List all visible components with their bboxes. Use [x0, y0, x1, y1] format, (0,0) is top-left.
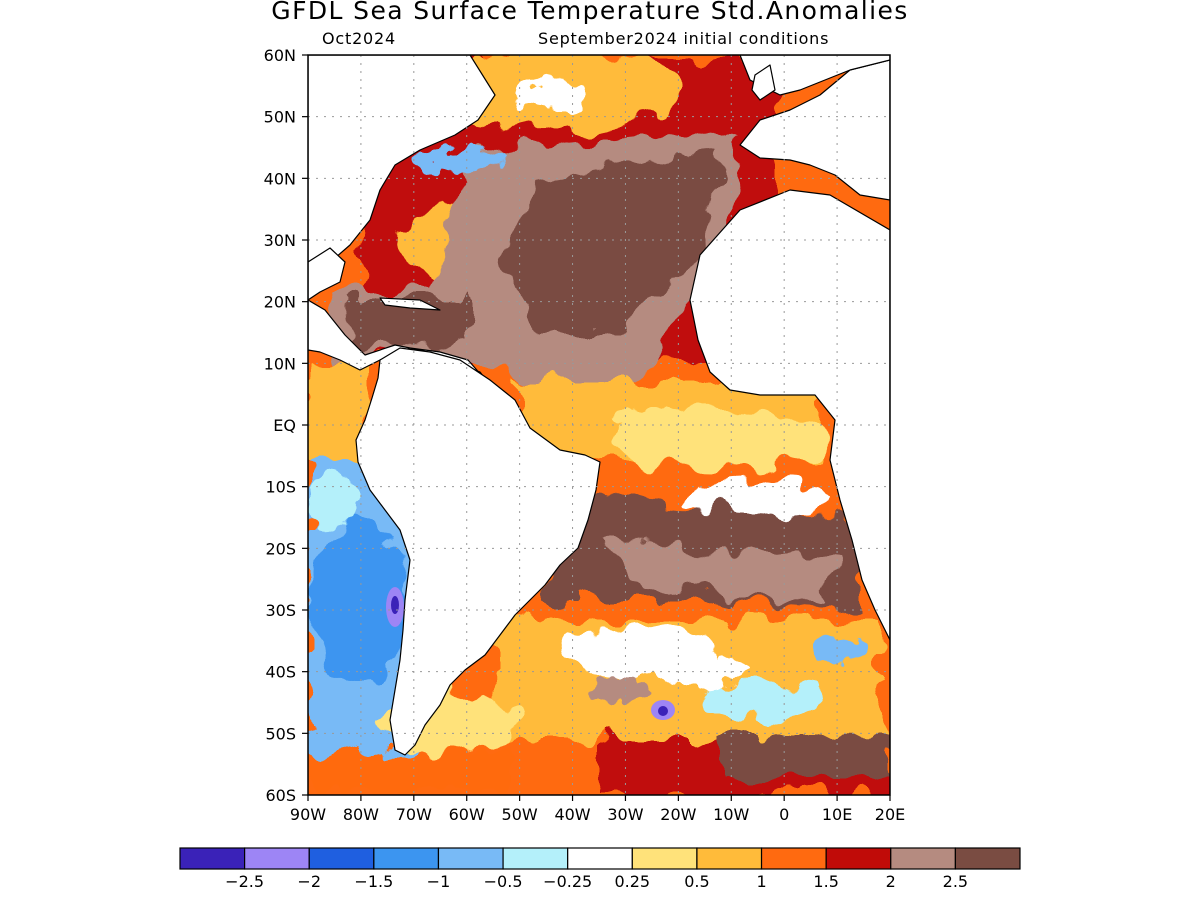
- legend-label: −1.5: [354, 872, 393, 891]
- lon-tick-label: 20W: [660, 805, 696, 824]
- gulf-land: [308, 247, 346, 301]
- longitude-axis: 90W 80W 70W 60W 50W 40W 30W 20W 10W 0 10E 20E: [290, 795, 905, 824]
- lat-tick-label: 30N: [264, 231, 296, 250]
- lat-tick-label: 50S: [265, 724, 296, 743]
- legend-label: −0.5: [484, 872, 523, 891]
- legend-swatch: [308, 847, 375, 870]
- legend-swatch: [825, 847, 892, 870]
- legend-swatch: [244, 847, 310, 870]
- lon-tick-label: 20E: [875, 805, 905, 824]
- legend-swatch: [631, 847, 698, 870]
- lat-tick-label: 10N: [264, 354, 296, 373]
- legend-label: −2.5: [225, 872, 264, 891]
- legend-label: −0.25: [543, 872, 592, 891]
- legend-swatch: [760, 847, 827, 870]
- legend-swatch: [502, 847, 569, 870]
- land-masses: [308, 55, 890, 756]
- lat-tick-label: 20N: [264, 293, 296, 312]
- lon-tick-label: 70W: [396, 805, 432, 824]
- lat-tick-label: 40S: [265, 663, 296, 682]
- initial-conditions: September2024 initial conditions: [538, 29, 830, 48]
- lat-tick-label: EQ: [273, 416, 296, 435]
- legend-label: 2.5: [943, 872, 968, 891]
- lat-tick-label: 60S: [265, 786, 296, 805]
- legend-swatch: [373, 847, 440, 870]
- legend-label: 1.5: [813, 872, 838, 891]
- lat-tick-label: 40N: [264, 169, 296, 188]
- legend-label: −1: [427, 872, 451, 891]
- lon-tick-label: 30W: [607, 805, 643, 824]
- legend-swatch: [890, 847, 956, 870]
- map-title: GFDL Sea Surface Temperature Std.Anomali…: [271, 0, 909, 25]
- lat-tick-label: 30S: [265, 601, 296, 620]
- cuba-land: [379, 297, 441, 311]
- color-legend: −2.5 −2 −1.5 −1 −0.5 −0.25 0.25 0.5 1 1.5 2 2.5: [179, 847, 1021, 891]
- lon-tick-label: 10W: [713, 805, 749, 824]
- legend-swatch: [437, 847, 504, 870]
- forecast-month: Oct2024: [322, 29, 396, 48]
- legend-swatch: [696, 847, 763, 870]
- lon-tick-label: 40W: [554, 805, 590, 824]
- legend-swatch: [179, 847, 246, 870]
- legend-label: 0.5: [684, 872, 709, 891]
- europe-land: [739, 59, 890, 201]
- lon-tick-label: 10E: [822, 805, 852, 824]
- uk-land: [751, 64, 776, 101]
- lon-tick-label: 0: [779, 805, 789, 824]
- lon-tick-label: 80W: [343, 805, 379, 824]
- anomaly-field: [308, 55, 890, 795]
- lon-tick-label: 50W: [502, 805, 538, 824]
- lon-tick-label: 90W: [290, 805, 326, 824]
- latitude-axis: 60N 50N 40N 30N 20N 10N EQ 10S 20S 30S 40S 50S 60S: [264, 46, 308, 805]
- legend-swatch: [567, 847, 633, 870]
- map-gridlines: [308, 55, 890, 795]
- legend-label: −2: [297, 872, 321, 891]
- lat-tick-label: 50N: [264, 108, 296, 127]
- legend-label: 0.25: [614, 872, 650, 891]
- legend-label: 1: [756, 872, 766, 891]
- lat-tick-label: 20S: [265, 539, 296, 558]
- legend-label: 2: [886, 872, 896, 891]
- lat-tick-label: 10S: [265, 478, 296, 497]
- lon-tick-label: 60W: [449, 805, 485, 824]
- south-america-land: [355, 347, 601, 756]
- lat-tick-label: 60N: [264, 46, 296, 65]
- legend-swatch: [954, 847, 1021, 870]
- africa-land: [689, 189, 890, 641]
